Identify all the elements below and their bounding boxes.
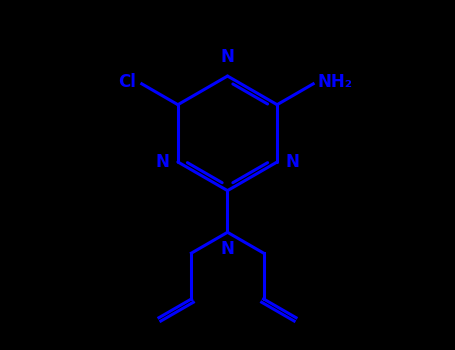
Text: N: N bbox=[286, 153, 300, 171]
Text: N: N bbox=[221, 48, 234, 66]
Text: Cl: Cl bbox=[118, 73, 136, 91]
Text: N: N bbox=[155, 153, 169, 171]
Text: NH₂: NH₂ bbox=[318, 73, 352, 91]
Text: N: N bbox=[221, 240, 234, 258]
